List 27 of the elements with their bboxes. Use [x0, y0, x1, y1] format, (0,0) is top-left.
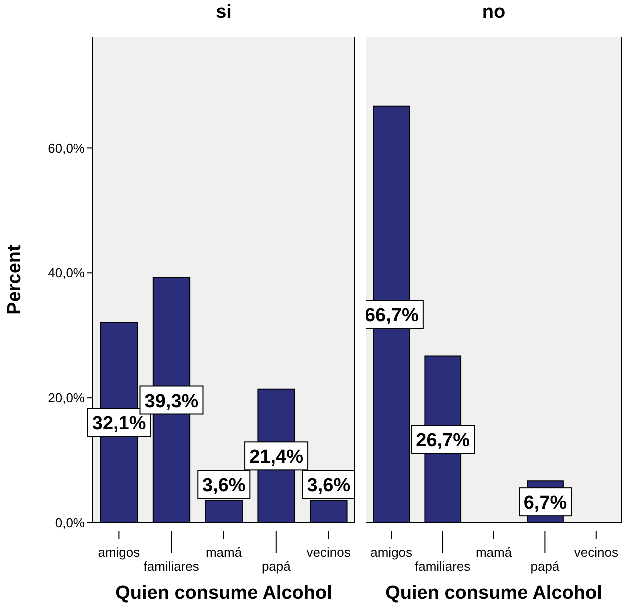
x-tick-label: amigos — [98, 545, 141, 560]
x-tick-label: familiares — [144, 559, 200, 574]
y-axis-title: Percent — [4, 244, 26, 315]
data-label: 66,7% — [364, 306, 419, 327]
data-label: 3,6% — [202, 476, 246, 497]
x-tick-label: vecinos — [306, 545, 352, 560]
data-label: 3,6% — [307, 476, 351, 497]
data-label: 39,3% — [144, 391, 199, 412]
x-tick-label: vecinos — [574, 545, 619, 560]
x-axis-title: Quien consume Alcohol — [116, 583, 332, 603]
y-tick-label: 20,0% — [48, 390, 86, 406]
x-tick-label: mamá — [206, 545, 243, 560]
x-tick-label: mamá — [476, 545, 513, 560]
chart-title: no — [481, 2, 507, 24]
y-tick-label: 0,0% — [55, 516, 86, 531]
x-tick-label: amigos — [370, 545, 414, 560]
x-tick-label: papá — [262, 559, 292, 574]
chart-title: si — [215, 2, 233, 24]
x-tick-label: familiares — [414, 559, 472, 574]
data-label: 6,7% — [524, 493, 568, 514]
y-tick-label: 60,0% — [48, 140, 86, 156]
data-label: 21,4% — [250, 447, 304, 468]
y-tick-label: 40,0% — [48, 266, 86, 281]
data-label: 26,7% — [416, 430, 470, 452]
data-label: 32,1% — [92, 414, 146, 435]
x-tick-label: papá — [530, 559, 560, 574]
x-axis-title: Quien consume Alcohol — [386, 583, 602, 603]
